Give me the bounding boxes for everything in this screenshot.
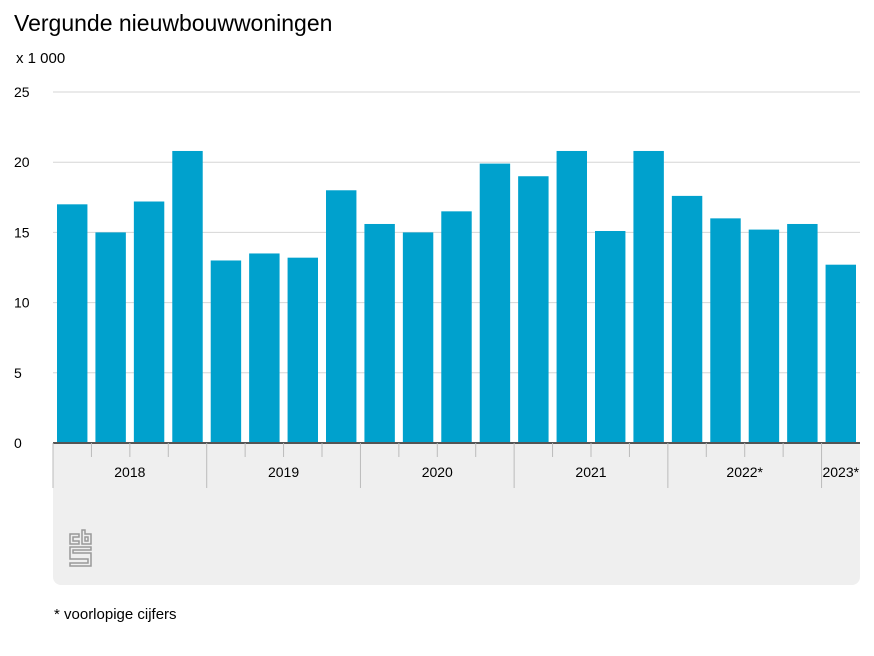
bar [518, 176, 549, 444]
bar [172, 150, 203, 443]
x-year-label: 2023* [822, 464, 859, 480]
x-year-label: 2022* [726, 464, 763, 480]
bar [402, 232, 434, 443]
bar [95, 232, 126, 443]
y-tick-label: 0 [14, 435, 22, 451]
bar-chart: 0 5 10 15 20 25 2018 2019 2020 2021 2022* 2023* [14, 84, 860, 585]
footnote: * voorlopige cijfers [54, 606, 177, 623]
bar [287, 257, 318, 443]
bar [671, 195, 703, 443]
y-tick-label: 25 [14, 84, 30, 100]
y-tick-label: 5 [14, 365, 22, 381]
bar [441, 211, 472, 443]
bar [479, 163, 511, 443]
bar [133, 201, 165, 443]
bar [787, 223, 818, 443]
x-year-label: 2020 [422, 464, 453, 480]
bar [710, 218, 741, 443]
bar [210, 260, 242, 443]
x-year-label: 2018 [114, 464, 145, 480]
bar [633, 150, 664, 443]
y-axis-unit: x 1 000 [16, 50, 66, 67]
bar [364, 223, 395, 443]
bar [326, 190, 357, 443]
bar [249, 253, 280, 443]
y-tick-label: 15 [14, 224, 30, 240]
bar [556, 150, 587, 443]
x-year-label: 2021 [575, 464, 606, 480]
bar [57, 204, 88, 443]
bar [748, 229, 780, 443]
x-year-label: 2019 [268, 464, 299, 480]
cbs-logo-icon [69, 529, 92, 567]
y-tick-label: 20 [14, 154, 30, 170]
chart-title: Vergunde nieuwbouwwoningen [14, 10, 333, 36]
bar [595, 230, 626, 443]
bar [825, 264, 856, 443]
x-axis-band [53, 443, 860, 585]
y-tick-label: 10 [14, 295, 30, 311]
